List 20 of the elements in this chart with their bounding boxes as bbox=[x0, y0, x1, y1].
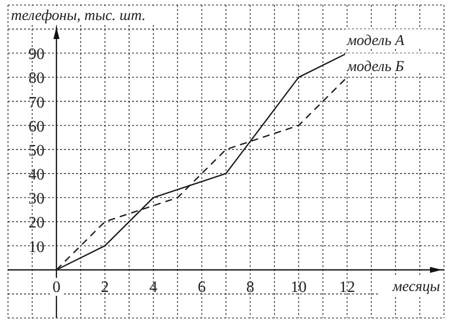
y-tick-label: 60 bbox=[28, 118, 44, 136]
y-tick-label: 50 bbox=[28, 142, 44, 160]
x-tick-label: 8 bbox=[246, 278, 254, 296]
y-tick-label: 20 bbox=[28, 214, 44, 232]
x-tick-label: 4 bbox=[149, 278, 158, 296]
series-label: модель А bbox=[346, 33, 406, 50]
series-label: модель Б bbox=[346, 59, 404, 76]
y-tick-label: 40 bbox=[28, 166, 44, 184]
y-tick-label: 70 bbox=[28, 94, 44, 112]
y-tick-label: 30 bbox=[28, 190, 44, 208]
y-tick-label: 80 bbox=[28, 70, 44, 88]
x-tick-label: 6 bbox=[198, 278, 206, 296]
x-tick-label: 10 bbox=[290, 278, 307, 296]
x-axis-title: месяцы bbox=[392, 278, 440, 295]
y-tick-label: 90 bbox=[28, 46, 44, 64]
y-axis-title: телефоны, тыс. шт. bbox=[11, 8, 146, 24]
x-tick-label: 2 bbox=[100, 278, 109, 296]
x-tick-label: 12 bbox=[339, 278, 356, 296]
y-tick-label: 10 bbox=[28, 238, 44, 256]
x-tick-label: 0 bbox=[52, 278, 60, 296]
